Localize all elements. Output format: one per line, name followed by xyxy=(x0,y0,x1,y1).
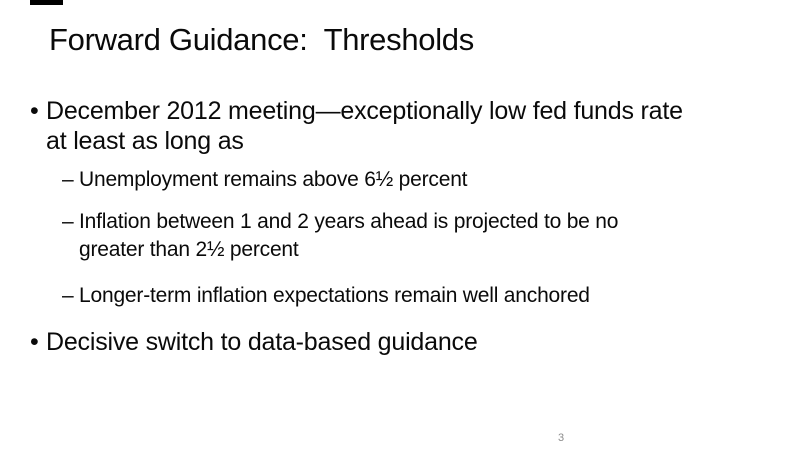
bullet-text: Inflation between 1 and 2 years ahead is… xyxy=(79,208,618,264)
page-number: 3 xyxy=(558,432,565,444)
bullet-line: Inflation between 1 and 2 years ahead is… xyxy=(79,210,619,233)
bullet-text: Unemployment remains above 6½ percent xyxy=(79,166,468,194)
bullet-text: Decisive switch to data-based guidance xyxy=(46,327,478,357)
bullet-line: December 2012 meeting—exceptionally low … xyxy=(46,97,683,125)
bullet-line: at least as long as xyxy=(46,127,244,155)
top-edge-artifact xyxy=(30,0,63,5)
bullet-marker: • xyxy=(30,328,39,356)
bullet-text: Longer-term inflation expectations remai… xyxy=(79,282,590,310)
bullet-marker: – xyxy=(62,168,74,191)
bullet-line: Longer-term inflation expectations remai… xyxy=(79,284,590,307)
bullet-marker: – xyxy=(62,284,74,307)
slide-title: Forward Guidance: Thresholds xyxy=(49,22,474,57)
bullet-marker: • xyxy=(30,97,39,125)
bullet-marker: – xyxy=(62,210,74,233)
bullet-text: December 2012 meeting—exceptionally low … xyxy=(46,96,683,156)
bullet-line: greater than 2½ percent xyxy=(79,238,299,261)
bullet-line: Unemployment remains above 6½ percent xyxy=(79,168,468,191)
bullet-line: Decisive switch to data-based guidance xyxy=(46,328,478,356)
